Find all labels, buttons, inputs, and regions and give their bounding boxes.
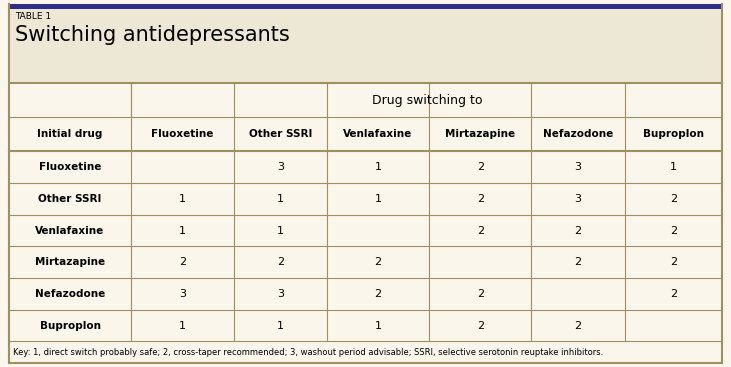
Text: 2: 2 bbox=[477, 321, 484, 331]
Text: Nefazodone: Nefazodone bbox=[35, 289, 105, 299]
Text: 3: 3 bbox=[575, 194, 581, 204]
Text: Fluoxetine: Fluoxetine bbox=[151, 129, 213, 139]
Text: 2: 2 bbox=[276, 257, 284, 267]
Text: 2: 2 bbox=[374, 289, 382, 299]
Text: 3: 3 bbox=[277, 289, 284, 299]
Text: 1: 1 bbox=[374, 321, 382, 331]
Text: 1: 1 bbox=[277, 321, 284, 331]
Bar bbox=[9, 117, 722, 151]
Text: Other SSRI: Other SSRI bbox=[249, 129, 312, 139]
Text: 2: 2 bbox=[477, 289, 484, 299]
Text: Venlafaxine: Venlafaxine bbox=[35, 226, 105, 236]
Text: Drug switching to: Drug switching to bbox=[371, 94, 482, 106]
Text: 2: 2 bbox=[670, 226, 677, 236]
Text: Mirtazapine: Mirtazapine bbox=[35, 257, 105, 267]
Text: 2: 2 bbox=[575, 321, 582, 331]
Text: Other SSRI: Other SSRI bbox=[38, 194, 102, 204]
Text: 1: 1 bbox=[277, 226, 284, 236]
Text: 2: 2 bbox=[477, 194, 484, 204]
Text: 2: 2 bbox=[374, 257, 382, 267]
Text: 1: 1 bbox=[179, 226, 186, 236]
Text: 2: 2 bbox=[670, 289, 677, 299]
Text: TABLE 1: TABLE 1 bbox=[15, 11, 50, 21]
Text: Mirtazapine: Mirtazapine bbox=[445, 129, 515, 139]
Text: 3: 3 bbox=[277, 162, 284, 172]
Text: Venlafaxine: Venlafaxine bbox=[344, 129, 412, 139]
Text: 2: 2 bbox=[477, 162, 484, 172]
Text: 1: 1 bbox=[374, 194, 382, 204]
Text: 2: 2 bbox=[477, 226, 484, 236]
Bar bbox=[9, 4, 722, 8]
Text: Nefazodone: Nefazodone bbox=[543, 129, 613, 139]
Text: 2: 2 bbox=[179, 257, 186, 267]
Text: Fluoxetine: Fluoxetine bbox=[39, 162, 101, 172]
Text: Buproplon: Buproplon bbox=[39, 321, 101, 331]
Bar bbox=[9, 8, 722, 83]
Text: Key: 1, direct switch probably safe; 2, cross-taper recommended; 3, washout peri: Key: 1, direct switch probably safe; 2, … bbox=[13, 348, 603, 357]
Text: 1: 1 bbox=[179, 194, 186, 204]
Text: 2: 2 bbox=[670, 257, 677, 267]
Text: Switching antidepressants: Switching antidepressants bbox=[15, 25, 289, 45]
Text: 1: 1 bbox=[277, 194, 284, 204]
Text: 1: 1 bbox=[179, 321, 186, 331]
Bar bbox=[9, 83, 722, 117]
Text: 3: 3 bbox=[179, 289, 186, 299]
Text: 1: 1 bbox=[374, 162, 382, 172]
Text: 1: 1 bbox=[670, 162, 677, 172]
Text: 2: 2 bbox=[575, 257, 582, 267]
Text: Buproplon: Buproplon bbox=[643, 129, 704, 139]
Text: Initial drug: Initial drug bbox=[37, 129, 103, 139]
Text: 2: 2 bbox=[670, 194, 677, 204]
Text: 3: 3 bbox=[575, 162, 581, 172]
Bar bbox=[9, 83, 722, 363]
Text: 2: 2 bbox=[575, 226, 582, 236]
